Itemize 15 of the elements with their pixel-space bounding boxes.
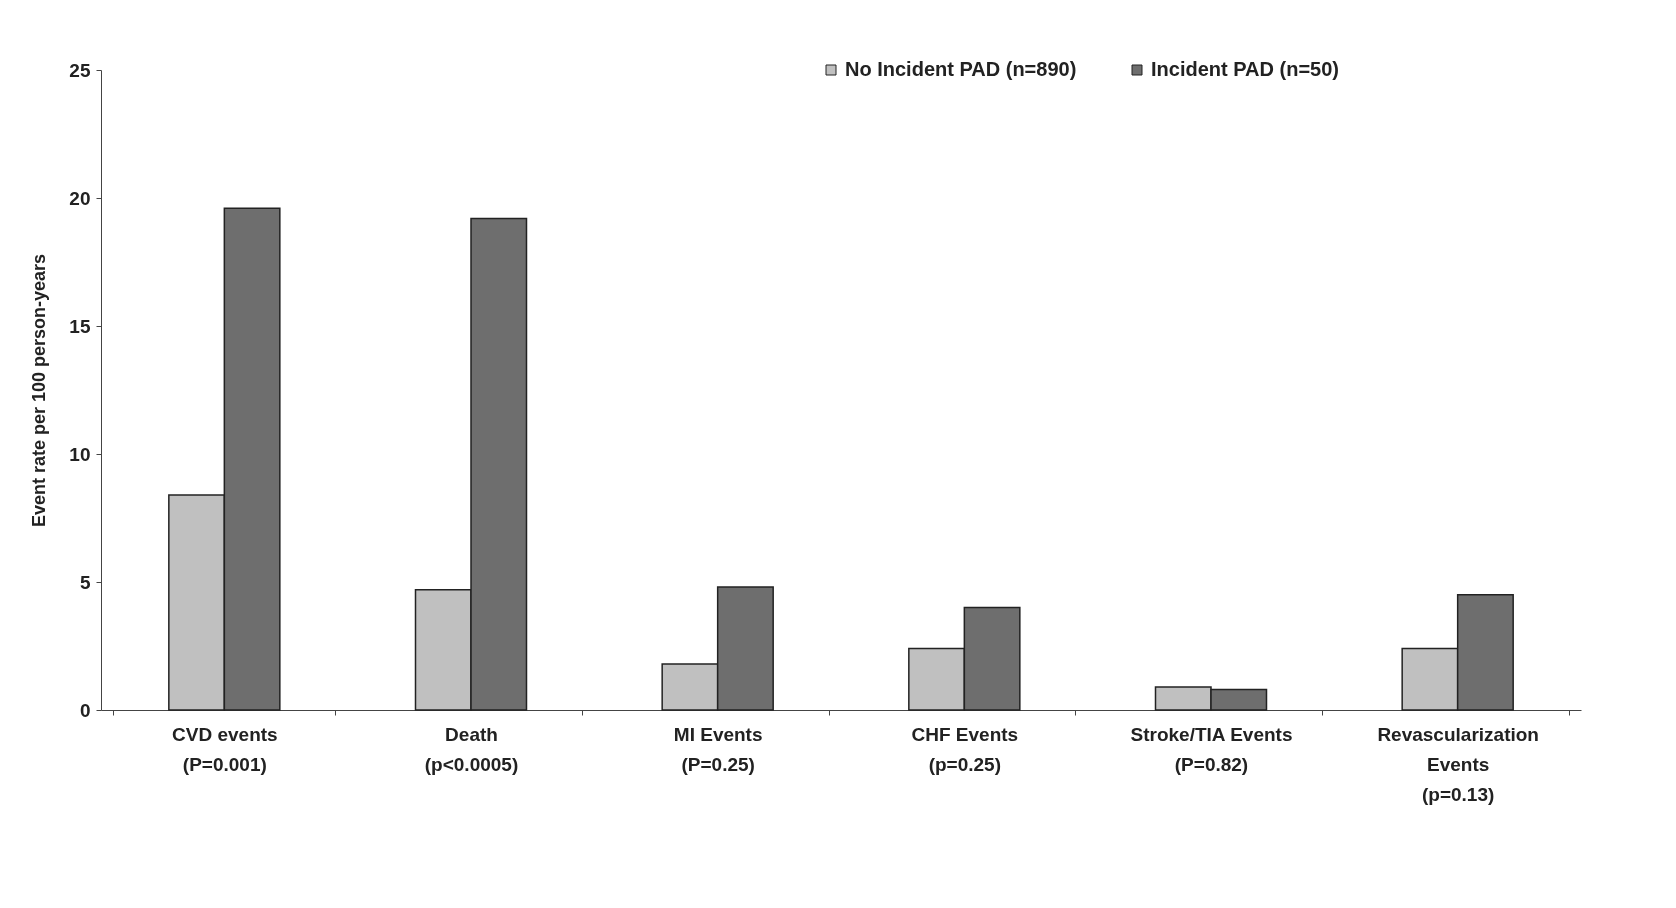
x-tick-label: Revascularization Events (p=0.13) [1377, 723, 1539, 805]
y-tick-label: 0 [79, 699, 91, 721]
y-tick-label: 25 [69, 59, 91, 81]
y-tick-label: 20 [69, 187, 91, 209]
x-tick-label: Stroke/TIA Events (P=0.82) [1130, 723, 1293, 775]
x-tick-label: CVD events (P=0.001) [172, 723, 278, 775]
x-tick-label: MI Events (P=0.25) [673, 723, 763, 775]
y-axis-title: Event rate per 100 person-years [29, 253, 50, 528]
y-tick-label: 15 [69, 315, 91, 337]
x-tick-label: Death (p<0.0005) [424, 723, 519, 775]
x-tick-label: CHF Events (p=0.25) [911, 723, 1019, 775]
legend-label: Incident PAD (n=50) [1151, 58, 1339, 80]
y-tick-label: 10 [69, 443, 91, 465]
y-tick-label: 5 [79, 571, 91, 593]
legend-label: No Incident PAD (n=890) [845, 58, 1077, 80]
